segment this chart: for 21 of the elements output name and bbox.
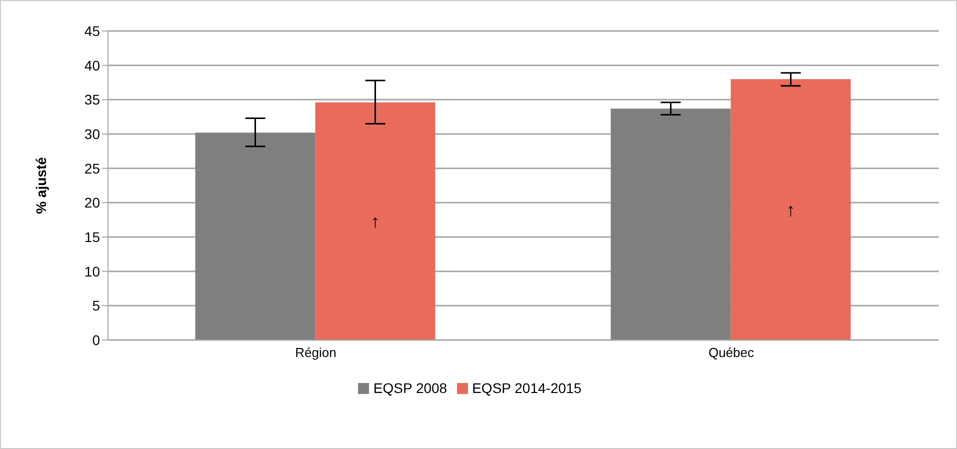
bar	[730, 79, 851, 340]
y-tick-label: 5	[92, 298, 100, 314]
legend-label: EQSP 2008	[373, 380, 448, 396]
y-axis-title: % ajusté	[32, 156, 49, 214]
y-tick-label: 10	[84, 263, 100, 280]
legend-label: EQSP 2014-2015	[472, 380, 582, 396]
bar	[315, 102, 436, 340]
y-tick-label: 40	[84, 57, 100, 74]
x-tick-label: Région	[295, 345, 336, 360]
data-label: ↑	[786, 200, 796, 220]
x-tick-label: Québec	[708, 345, 755, 360]
y-tick-label: 30	[84, 126, 100, 142]
bar	[610, 108, 731, 340]
data-label: ↑	[370, 212, 380, 232]
y-tick-label: 15	[84, 228, 100, 245]
y-tick-label: 45	[84, 22, 100, 39]
y-tick-label: 0	[92, 332, 100, 348]
bar	[195, 132, 316, 340]
y-tick-label: 35	[84, 92, 100, 108]
y-tick-label: 20	[84, 194, 100, 211]
y-tick-label: 25	[84, 160, 100, 176]
